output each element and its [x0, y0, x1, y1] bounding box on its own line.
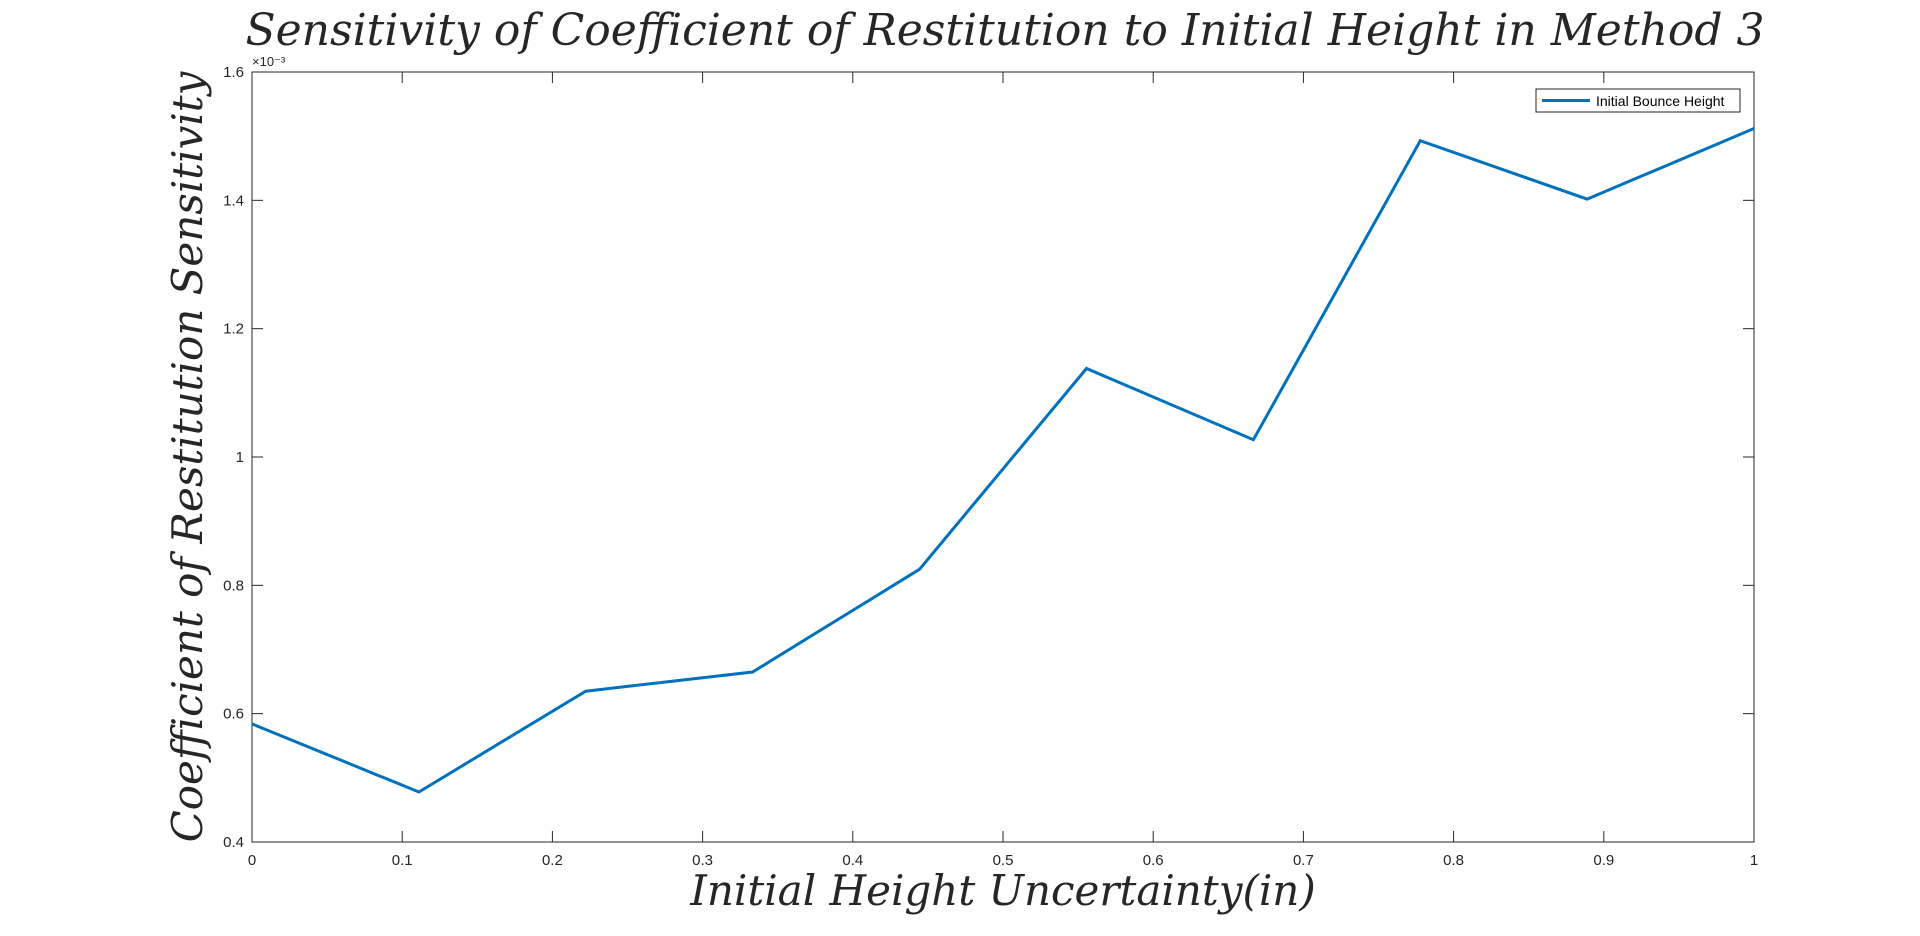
x-tick-label: 0.6 [1143, 852, 1164, 869]
y-tick-label: 1 [236, 449, 244, 466]
x-tick-label: 0.1 [392, 852, 413, 869]
x-tick-label: 0.8 [1443, 852, 1464, 869]
plot-area [251, 71, 1755, 843]
legend: Initial Bounce Height [1535, 88, 1741, 113]
y-tick-label: 1.6 [223, 64, 244, 81]
x-tick-label: 0.2 [542, 852, 563, 869]
x-tick-label: 0.4 [842, 852, 863, 869]
y-axis-exponent: ×10⁻³ [252, 54, 286, 69]
y-tick-label: 1.2 [223, 321, 244, 338]
x-axis-label: Initial Height Uncertainty(in) [689, 866, 1315, 915]
x-tick-label: 0 [248, 852, 256, 869]
y-axis-label: Coefficient of Restitution Sensitivity [163, 70, 212, 842]
y-tick-label: 0.4 [223, 834, 244, 851]
y-tick-label: 0.8 [223, 577, 244, 594]
chart-title: Sensitivity of Coefficient of Restitutio… [246, 5, 1765, 56]
x-tick-label: 1 [1750, 852, 1758, 869]
x-tick-label: 0.9 [1593, 852, 1614, 869]
x-axis: 0 0.1 0.2 0.3 0.4 0.5 0.6 0.7 0.8 0.9 1 [248, 72, 1758, 869]
y-tick-label: 1.4 [223, 192, 244, 209]
y-tick-label: 0.6 [223, 706, 244, 723]
y-axis: 0.4 0.6 0.8 1 1.2 1.4 1.6 [223, 64, 1754, 851]
series-layer [251, 127, 1755, 794]
x-tick-label: 0.3 [692, 852, 713, 869]
x-tick-label: 0.7 [1293, 852, 1314, 869]
legend-box [1535, 88, 1741, 113]
x-tick-label: 0.5 [993, 852, 1014, 869]
legend-label: Initial Bounce Height [1596, 93, 1725, 109]
series-line [251, 127, 1755, 794]
